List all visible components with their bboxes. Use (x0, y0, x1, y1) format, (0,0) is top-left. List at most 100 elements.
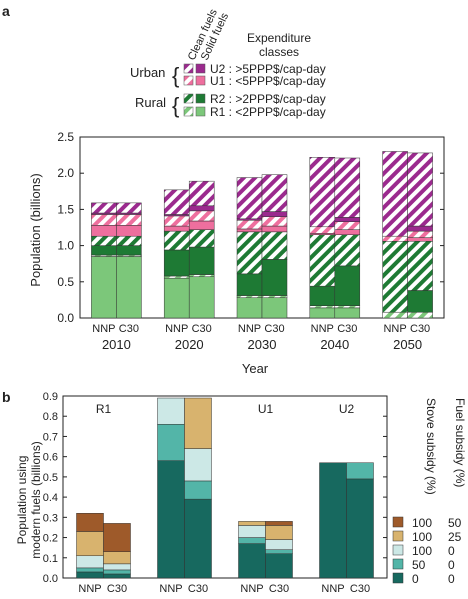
panel-b-category-label-r1: R1 (96, 402, 112, 416)
panel-b-scenario-label: C30 (350, 583, 370, 595)
panel-b-axes: 0.0 0.1 0.2 0.3 0.4 0.5 0.6 0.7 0.8 0.9 NNP C30 R1 NN… (43, 391, 388, 595)
bar-2030-nnp-r2-solid (236, 273, 263, 296)
bar-2010-c30-r2-clean (116, 235, 142, 246)
bar-2040-nnp-u2-clean (309, 157, 336, 228)
panel-b-ytick-label: 0.7 (43, 431, 58, 443)
bar-u2-nnp-stove0-fuel0 (319, 462, 347, 579)
bar-r1-c30-stove100-fuel25 (103, 551, 131, 565)
bar-u1-nnp-stove100-fuel25 (238, 521, 266, 526)
bar-2010-c30-u1-clean (116, 214, 142, 226)
legend-u2-label: U2 : >5PPP$/cap-day (210, 62, 326, 76)
panel-a-scenario-label: NNP (92, 323, 115, 335)
panel-a-scenario-label: NNP (238, 323, 261, 335)
panel-b-ylabel-line2: modern fuels (billions) (29, 441, 43, 558)
bar-r1-nnp-stove50-fuel0 (76, 567, 104, 573)
bar-2020-c30-r1-clean (188, 274, 215, 277)
bar-2020-nnp-u1-clean (163, 215, 190, 227)
bar-u1-nnp-stove50-fuel0 (238, 537, 266, 544)
bar-2030-c30-u2-clean (261, 174, 288, 212)
bar-2030-c30-u1-solid (261, 225, 288, 233)
panel-b-category-label-u1: U1 (258, 402, 274, 416)
bar-2010-c30-r1-solid (116, 256, 142, 319)
legend-b-swatch-stove50-fuel0 (392, 558, 404, 570)
bar-u2-c30-stove0-fuel0 (346, 478, 374, 579)
bar-2010-nnp-u1-clean (91, 214, 117, 226)
legend-r1-solid-swatch (195, 106, 206, 117)
legend-b-stove-value: 0 (412, 572, 419, 586)
bar-2030-nnp-r1-solid (236, 297, 263, 319)
bar-2040-c30-r1-solid (334, 307, 361, 319)
panel-a-scenario-label: NNP (165, 323, 188, 335)
bar-r2-nnp-stove50-fuel0 (157, 424, 185, 461)
legend-b-stove-value: 50 (412, 558, 426, 572)
bar-2030-nnp-r1-clean (236, 295, 263, 298)
legend-b-stove-value: 100 (412, 530, 432, 544)
panel-b-scenario-label: C30 (107, 583, 127, 595)
bar-2050-c30-r2-clean (407, 241, 433, 291)
panel-b-scenario-label: NNP (321, 583, 344, 595)
legend-b-swatch-stove0-fuel0 (392, 572, 404, 584)
bar-r2-nnp-stove100-fuel0 (157, 397, 185, 425)
bar-u1-c30-stove100-fuel50 (265, 521, 293, 526)
legend-u1-solid-swatch (195, 75, 206, 86)
legend-b-fuel-value: 50 (448, 516, 462, 530)
panel-a-scenario-label: NNP (311, 323, 334, 335)
panel-b-scenario-label: C30 (188, 583, 208, 595)
bar-u1-c30-stove100-fuel25 (265, 525, 293, 540)
panel-a-category-label-2030: 2030 (248, 337, 277, 352)
bar-2050-c30-u2-solid (407, 225, 433, 232)
bar-2040-c30-r1-clean (334, 305, 361, 309)
panel-a-scenario-label: C30 (410, 323, 430, 335)
bar-2030-c30-u1-clean (261, 216, 288, 227)
bar-2040-nnp-r1-clean (309, 305, 336, 309)
bar-2050-c30-r2-solid (407, 290, 433, 313)
panel-a-ytick-label: 1.0 (57, 239, 74, 253)
bar-2040-c30-u1-solid (334, 229, 361, 235)
bar-2010-nnp-r2-solid (91, 245, 117, 256)
legend-b-swatch-stove100-fuel50 (392, 516, 404, 528)
bar-r2-nnp-stove0-fuel0 (157, 460, 185, 579)
bar-2040-c30-u2-solid (334, 217, 361, 222)
legend-r2-solid-swatch (195, 93, 206, 104)
panel-a-scenario-label: NNP (383, 323, 406, 335)
bar-2040-nnp-u1-clean (309, 226, 336, 234)
bar-2020-c30-r2-solid (188, 246, 215, 275)
bar-2050-nnp-r2-clean (382, 241, 408, 313)
bar-2030-c30-r1-solid (261, 297, 288, 319)
bar-2020-c30-u2-solid (188, 205, 215, 212)
bar-r1-nnp-stove100-fuel0 (76, 555, 104, 569)
panel-a-ytick-label: 2.5 (57, 130, 74, 144)
legend-b-fuel-title: Fuel subsidy (%) (453, 398, 467, 487)
bar-2050-nnp-u2-clean (382, 151, 408, 237)
bar-r2-c30-stove50-fuel0 (184, 480, 212, 500)
bar-2010-c30-r2-solid (116, 245, 142, 256)
panel-a-xlabel: Year (242, 361, 269, 376)
legend-r2-label: R2 : >2PPP$/cap-day (210, 92, 326, 106)
legend-urban-label: Urban (130, 65, 165, 80)
bar-2020-nnp-r1-solid (163, 277, 190, 319)
panel-b-ytick-label: 0.4 (43, 492, 58, 504)
bar-2020-c30-u1-solid (188, 220, 215, 230)
bar-r2-c30-stove100-fuel25 (184, 397, 212, 449)
panel-b-ytick-label: 0.5 (43, 472, 58, 484)
bar-2010-c30-u2-clean (116, 202, 142, 214)
bar-2040-c30-u1-clean (334, 221, 361, 230)
bar-2020-nnp-u2-clean (163, 189, 190, 215)
legend-b-stove-title: Stove subsidy (%) (424, 398, 438, 495)
bar-2020-c30-u2-clean (188, 180, 215, 207)
panel-a-scenario-label: C30 (264, 323, 284, 335)
legend-b-stove-value: 100 (412, 544, 432, 558)
bar-2020-c30-r1-solid (188, 276, 215, 319)
bar-u1-c30-stove50-fuel0 (265, 549, 293, 554)
legend-u2-clean-swatch (183, 63, 194, 74)
panel-b-ytick-label: 0.1 (43, 553, 58, 565)
bar-2040-c30-r2-solid (334, 265, 361, 306)
bar-2030-nnp-u2-clean (236, 177, 263, 220)
legend-b-fuel-value: 0 (448, 572, 455, 586)
panel-b-ytick-label: 0.8 (43, 411, 58, 423)
panel-letter-b: b (2, 389, 11, 405)
bar-2010-c30-u1-solid (116, 225, 142, 237)
panel-b-scenario-label: NNP (240, 583, 263, 595)
